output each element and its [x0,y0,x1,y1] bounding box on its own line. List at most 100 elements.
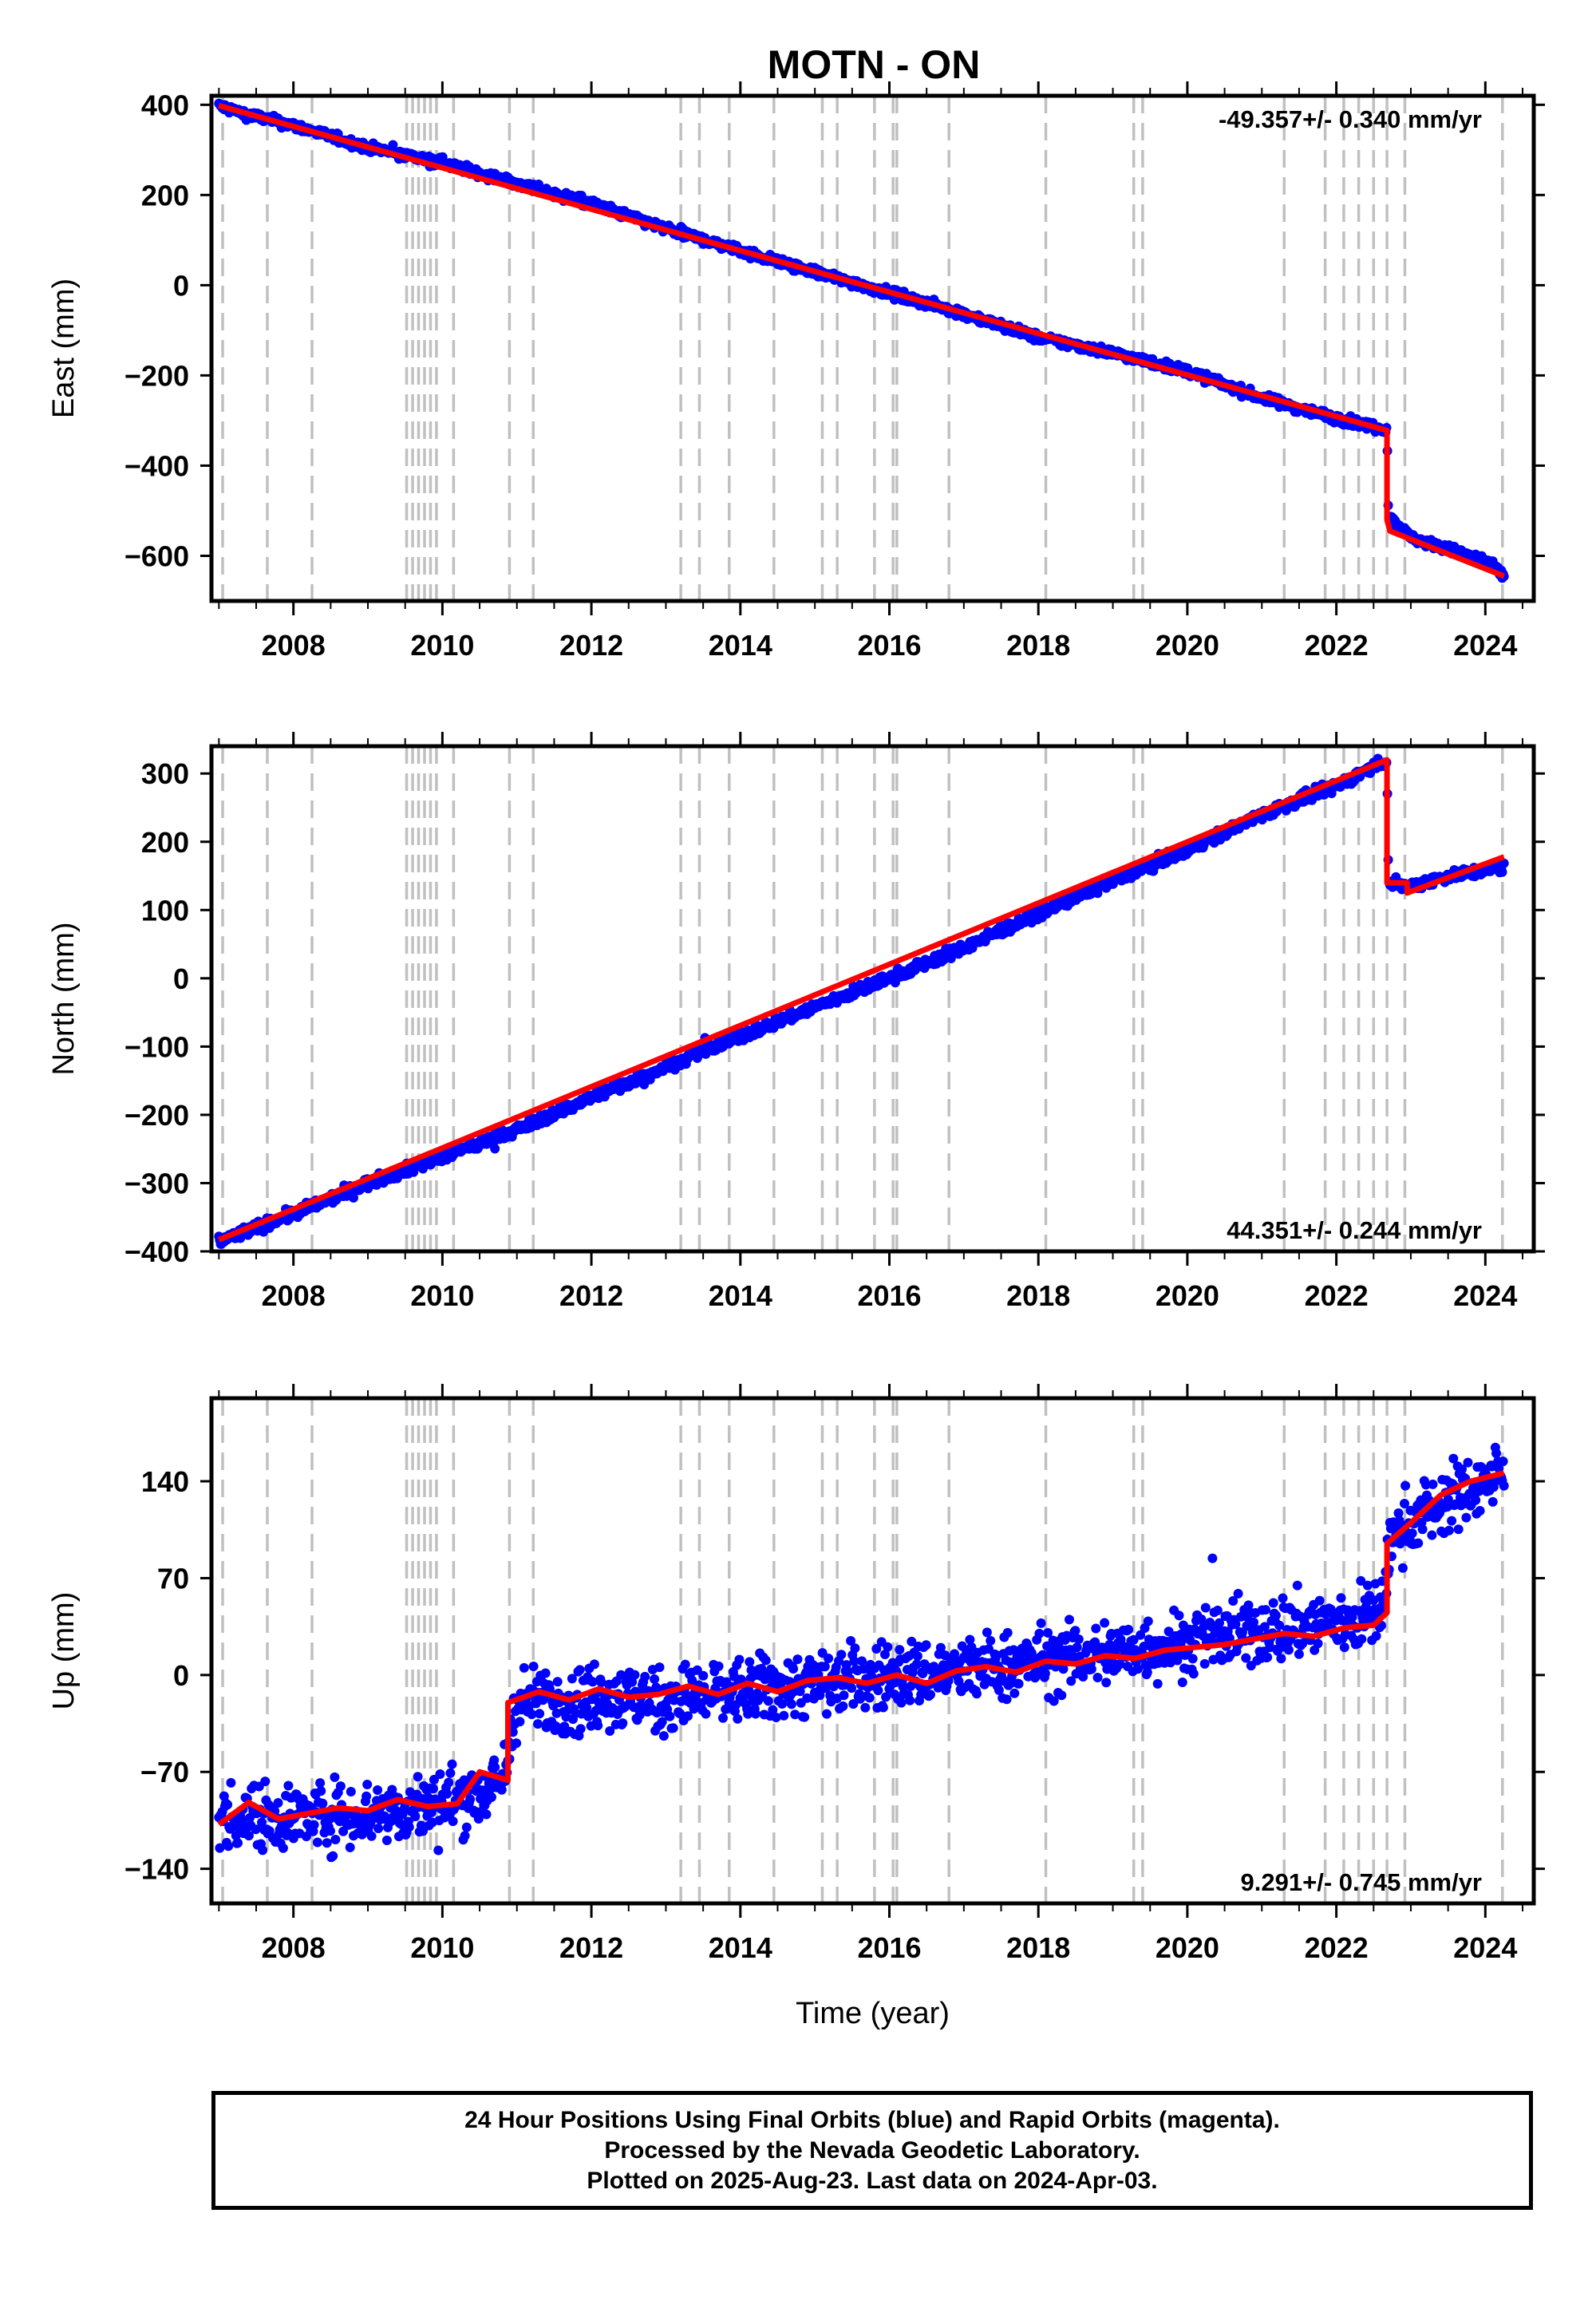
data-point [843,1666,853,1677]
data-point [680,1659,690,1670]
data-point [864,1693,875,1703]
y-tick-label: −100 [124,1030,189,1063]
data-point [589,1659,599,1670]
data-point [1001,1694,1012,1705]
data-point [1262,1652,1273,1662]
data-point [1357,1634,1367,1644]
data-point [1073,1634,1084,1644]
data-point [1152,1678,1163,1689]
data-point [428,1784,438,1794]
data-point [881,1692,891,1702]
plot-frame [209,93,1536,603]
data-point [540,1668,551,1678]
x-tick-label: 2016 [857,1279,921,1312]
data-point [447,1759,457,1769]
data-point [1284,1645,1294,1655]
data-point [489,1755,500,1765]
y-tick-label: −400 [124,1235,189,1268]
data-point [1428,1479,1438,1489]
data-point [1276,1654,1286,1664]
data-point [413,1772,423,1782]
y-tick-label: 300 [141,757,189,790]
data-point [404,1822,414,1832]
data-point [535,1709,545,1719]
data-point [1199,1658,1210,1669]
data-point [824,1654,834,1663]
x-tick-label: 2008 [262,629,326,662]
data-point [1132,1664,1143,1674]
data-point [223,1800,233,1810]
data-point [381,1836,392,1845]
data-point [528,1662,539,1671]
data-point [264,1826,275,1836]
data-point [1100,1618,1110,1628]
data-point [1488,1482,1499,1492]
data-point [850,1643,860,1654]
data-point [243,1831,254,1841]
data-point [315,1778,326,1788]
data-point [527,1709,537,1720]
data-point [896,1697,907,1708]
data-point [1249,1617,1258,1627]
y-tick-label: −70 [140,1756,189,1788]
data-point [860,1702,871,1713]
data-point [1072,1642,1082,1653]
data-point [630,1670,640,1680]
model-fit-line [218,103,1505,579]
data-point [515,1717,525,1727]
position-points [214,753,1509,1249]
data-point [1448,1453,1459,1464]
data-point [1187,1654,1198,1664]
data-point [1091,1623,1101,1634]
data-point [349,1192,358,1203]
figure-title: MOTN - ON [768,42,981,87]
data-point [282,1828,293,1838]
data-point [1420,1480,1431,1490]
data-point [316,1786,326,1796]
data-point [1400,1480,1411,1491]
data-point [552,1677,563,1687]
data-point [1498,1456,1508,1467]
data-point [582,1702,592,1713]
data-point [345,1842,355,1852]
data-point [1268,1598,1278,1608]
data-point [701,1709,711,1719]
data-point [986,1635,996,1646]
data-point [1196,1614,1207,1624]
data-point [460,1831,470,1841]
data-point [328,1851,338,1861]
data-point [822,1709,832,1719]
data-point [326,1826,335,1836]
data-point [883,1642,893,1652]
data-point [593,1721,603,1731]
y-tick-label: 100 [141,894,189,927]
data-point [1212,1605,1223,1615]
data-point [496,1784,507,1795]
data-point [668,1723,678,1733]
data-point [921,1640,931,1650]
data-point [1371,1630,1381,1641]
data-point [309,1820,319,1830]
x-tick-label: 2010 [410,1931,474,1964]
data-point [744,1685,754,1695]
data-point [1215,1618,1224,1628]
data-point [1142,1667,1152,1678]
y-tick-label: 0 [173,269,189,302]
x-tick-label: 2020 [1156,1279,1219,1312]
data-point [251,1824,261,1835]
velocity-rate-label: 9.291+/- 0.745 mm/yr [1241,1868,1482,1896]
data-point [481,1809,492,1820]
data-point [873,1686,883,1696]
data-point [848,1699,859,1709]
data-point [895,1645,905,1655]
x-tick-label: 2022 [1305,629,1369,662]
data-point [743,1709,753,1719]
data-point [1139,1642,1149,1651]
data-point [871,1644,882,1654]
data-point [1228,1596,1238,1606]
x-tick-label: 2012 [559,1279,623,1312]
data-point [972,1689,982,1699]
data-point [878,1702,888,1713]
data-point [445,1768,456,1778]
data-point [687,1675,697,1686]
